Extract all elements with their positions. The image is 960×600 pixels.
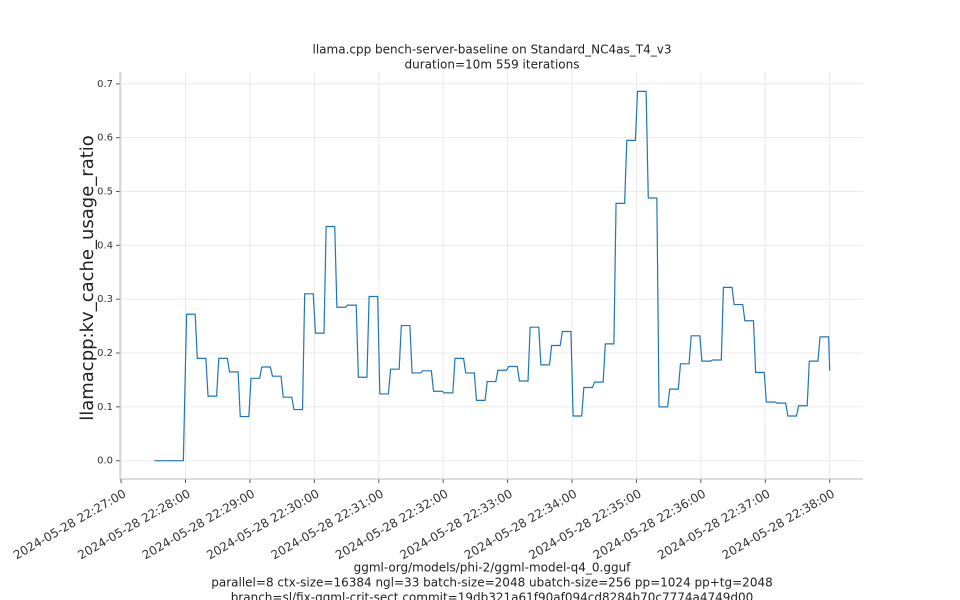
x-tick-label: 2024-05-28 22:34:00	[462, 487, 579, 563]
y-axis-label: llamacpp:kv_cache_usage_ratio	[77, 135, 98, 421]
y-tick-label: 0.0	[97, 456, 113, 467]
chart-subtitle: duration=10m 559 iterations	[405, 58, 580, 72]
x-tick-label: 2024-05-28 22:27:00	[11, 487, 128, 563]
y-tick-label: 0.6	[97, 133, 113, 144]
x-tick-label: 2024-05-28 22:37:00	[655, 487, 772, 563]
y-tick-label: 0.1	[97, 402, 113, 413]
x-tick-label: 2024-05-28 22:28:00	[75, 487, 192, 563]
x-tick-label: 2024-05-28 22:32:00	[333, 487, 450, 563]
x-tick-label: 2024-05-28 22:38:00	[720, 487, 837, 563]
y-tick-label: 0.5	[97, 187, 113, 198]
chart-title: llama.cpp bench-server-baseline on Stand…	[313, 43, 672, 57]
x-tick-label: 2024-05-28 22:35:00	[526, 487, 643, 563]
x-tick-label: 2024-05-28 22:31:00	[269, 487, 386, 563]
x-axis-label: branch=sl/fix-ggml-crit-sect commit=19db…	[231, 591, 754, 600]
x-tick-label: 2024-05-28 22:33:00	[397, 487, 514, 563]
y-tick-label: 0.4	[97, 240, 113, 251]
x-tick-label: 2024-05-28 22:29:00	[140, 487, 257, 563]
x-axis-label: ggml-org/models/phi-2/ggml-model-q4_0.gg…	[354, 561, 632, 575]
y-tick-label: 0.7	[97, 79, 113, 90]
x-axis-label: parallel=8 ctx-size=16384 ngl=33 batch-s…	[211, 576, 772, 590]
x-tick-label: 2024-05-28 22:30:00	[204, 487, 321, 563]
y-tick-label: 0.2	[97, 348, 113, 359]
data-line	[154, 90, 831, 462]
y-tick-label: 0.3	[97, 294, 113, 305]
x-tick-label: 2024-05-28 22:36:00	[591, 487, 708, 563]
